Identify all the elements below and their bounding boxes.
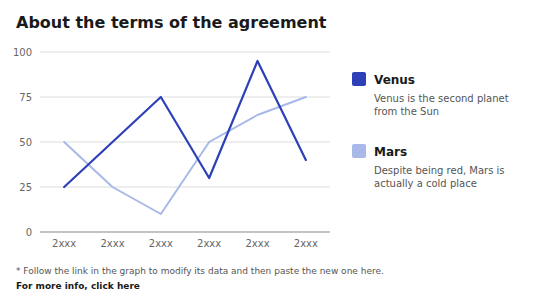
title: About the terms of the agreement bbox=[16, 13, 327, 32]
x-tick-label: 2xxx bbox=[52, 238, 76, 249]
y-tick-label: 100 bbox=[13, 47, 32, 58]
y-tick-label: 50 bbox=[19, 137, 32, 148]
x-axis-line bbox=[40, 232, 330, 233]
y-tick-label: 0 bbox=[26, 227, 32, 238]
grid-line bbox=[40, 97, 330, 98]
legend-swatch bbox=[352, 72, 366, 86]
legend-description-line: from the Sun bbox=[374, 106, 439, 117]
x-tick-label: 2xxx bbox=[100, 238, 124, 249]
x-tick-label: 2xxx bbox=[197, 238, 221, 249]
chart-container: About the terms of the agreement 0 25 50 75 1… bbox=[0, 0, 548, 308]
grid-line bbox=[40, 232, 330, 233]
legend-description: Venus is the second planet from the Sun bbox=[374, 93, 509, 117]
grid-line bbox=[40, 52, 330, 53]
grid bbox=[40, 52, 330, 232]
footer-note: For more info, click here bbox=[16, 281, 140, 291]
series-line bbox=[64, 61, 306, 187]
legend-description: Despite being red, Mars is actually a col… bbox=[374, 165, 505, 189]
legend: Venus Venus is the second planet from the … bbox=[352, 72, 509, 189]
page: {"chart_data": {"type": "line", "title":… bbox=[0, 0, 548, 308]
legend-description-line: Despite being red, Mars is bbox=[374, 165, 505, 176]
chart-svg: About the terms of the agreement 0 25 50 75 1… bbox=[0, 0, 548, 308]
y-tick-label: 75 bbox=[19, 92, 32, 103]
x-tick-label: 2xxx bbox=[245, 238, 269, 249]
x-tick-label: 2xxx bbox=[149, 238, 173, 249]
y-tick-label: 25 bbox=[19, 182, 32, 193]
legend-description-line: actually a cold place bbox=[374, 178, 477, 189]
grid-line bbox=[40, 187, 330, 188]
grid-line bbox=[40, 142, 330, 143]
legend-label: Venus bbox=[374, 73, 415, 87]
legend-description-line: Venus is the second planet bbox=[374, 93, 509, 104]
plot-area bbox=[64, 61, 306, 214]
legend-label: Mars bbox=[374, 145, 407, 159]
legend-swatch bbox=[352, 144, 366, 158]
series-line bbox=[64, 97, 306, 214]
x-tick-label: 2xxx bbox=[294, 238, 318, 249]
footer-note: * Follow the link in the graph to modify… bbox=[16, 266, 384, 276]
